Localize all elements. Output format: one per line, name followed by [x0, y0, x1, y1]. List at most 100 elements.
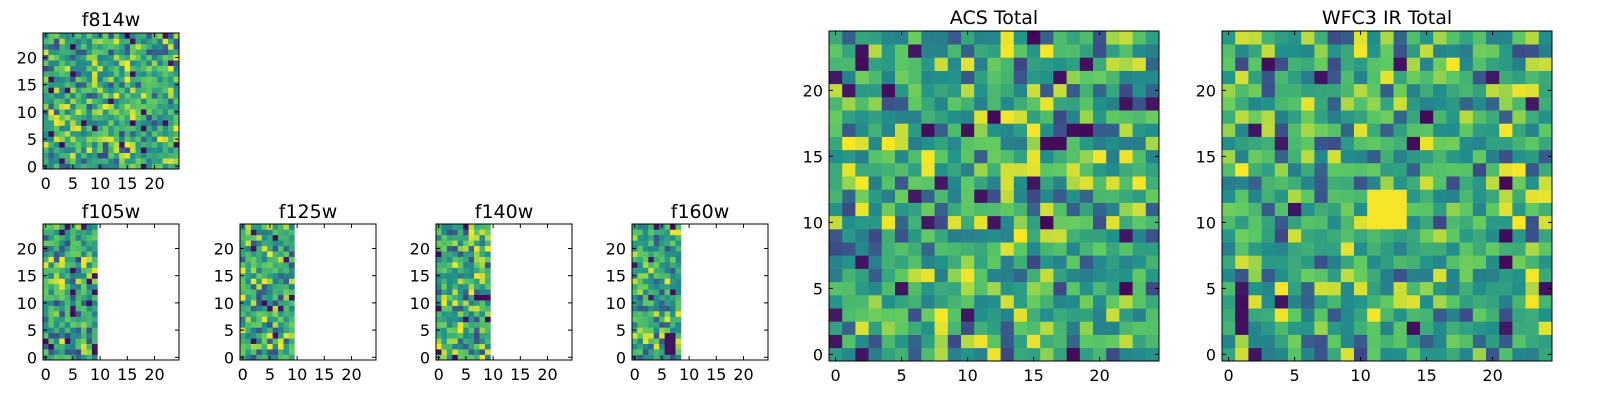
heatmap-cell — [1393, 110, 1408, 124]
heatmap-cell — [632, 234, 638, 241]
heatmap-cell — [43, 321, 49, 328]
heatmap-cell — [53, 147, 60, 153]
heatmap-cell — [675, 267, 682, 274]
heatmap-cell — [1288, 215, 1302, 230]
heatmap-cell — [151, 130, 158, 137]
heatmap-cell — [881, 57, 896, 71]
heatmap-cell — [881, 163, 896, 177]
heatmap-cell — [81, 251, 87, 257]
heatmap-cell — [1406, 268, 1421, 283]
heatmap-cell — [97, 76, 104, 83]
heatmap-cell — [484, 338, 491, 344]
heatmap-cell — [648, 251, 655, 257]
heatmap-cell — [1222, 347, 1236, 362]
heatmap-cell — [1288, 321, 1302, 335]
heatmap-cell — [108, 141, 115, 148]
heatmap-cell — [173, 87, 180, 94]
heatmap-cell — [48, 349, 55, 355]
heatmap-cell — [81, 321, 87, 328]
heatmap-cell — [474, 224, 480, 230]
heatmap-cell — [1301, 57, 1315, 71]
heatmap-cell — [961, 215, 975, 230]
heatmap-cell — [288, 272, 295, 279]
heatmap-cell — [1235, 163, 1249, 177]
heatmap-cell — [70, 87, 76, 94]
heatmap-cell — [43, 71, 49, 77]
heatmap-cell — [457, 327, 464, 334]
heatmap-cell — [1340, 281, 1355, 296]
heatmap-cell — [1079, 70, 1094, 85]
heatmap-cell — [642, 349, 649, 355]
heatmap-cell — [934, 321, 949, 335]
heatmap-cell — [1472, 202, 1487, 217]
heatmap-cell — [119, 120, 125, 126]
heatmap-cell — [1093, 83, 1107, 98]
heatmap-cell — [119, 87, 125, 94]
heatmap-cell — [1027, 176, 1041, 190]
heatmap-cell — [463, 327, 469, 334]
heatmap-cell — [670, 316, 676, 323]
heatmap-cell — [146, 43, 153, 50]
heatmap-cell — [1499, 281, 1513, 296]
heatmap-cell — [108, 71, 115, 77]
heatmap-cell — [140, 38, 147, 45]
heatmap-cell — [479, 321, 486, 328]
heatmap-cell — [1406, 97, 1421, 111]
heatmap-cell — [86, 240, 93, 247]
heatmap-cell — [146, 136, 153, 143]
heatmap-cell — [1066, 347, 1081, 362]
heatmap-cell — [113, 38, 120, 45]
heatmap-cell — [135, 109, 142, 115]
heatmap-cell — [1040, 136, 1054, 151]
heatmap-cell — [474, 354, 480, 361]
heatmap-cell — [97, 43, 104, 50]
heatmap-cell — [1525, 70, 1540, 85]
heatmap-cell — [648, 283, 655, 290]
heatmap-cell — [53, 240, 60, 247]
heatmap-cell — [670, 229, 676, 236]
heatmap-cell — [974, 347, 988, 362]
x-tick-label: 5 — [1290, 366, 1300, 385]
heatmap-cell — [1327, 176, 1342, 190]
heatmap-cell — [162, 130, 169, 137]
heatmap-cell — [868, 347, 883, 362]
heatmap-cell — [53, 316, 60, 323]
heatmap-cell — [261, 234, 268, 241]
heatmap-cell — [1261, 321, 1276, 335]
heatmap-cell — [1066, 136, 1081, 151]
heatmap-cell — [842, 176, 856, 190]
x-tick-label: 5 — [461, 365, 471, 384]
heatmap-cell — [1106, 229, 1120, 243]
heatmap-cell — [664, 294, 671, 301]
heatmap-cell — [91, 98, 98, 105]
heatmap-cell — [670, 251, 676, 257]
heatmap-cell — [151, 98, 158, 105]
heatmap-cell — [463, 305, 469, 312]
heatmap-cell — [1106, 110, 1120, 124]
heatmap-cell — [53, 267, 60, 274]
heatmap-cell — [256, 278, 263, 285]
heatmap-cell — [108, 87, 115, 94]
heatmap-cell — [1446, 149, 1460, 164]
heatmap-cell — [484, 278, 491, 285]
heatmap-cell — [119, 147, 125, 153]
heatmap-cell — [664, 300, 671, 306]
heatmap-cell — [1512, 44, 1526, 58]
heatmap-cell — [1119, 70, 1133, 85]
heatmap-cell — [632, 262, 638, 268]
heatmap-cell — [659, 311, 665, 317]
heatmap-cell — [64, 65, 71, 72]
subplot-title: f125w — [279, 201, 338, 223]
heatmap-cell — [479, 327, 486, 334]
heatmap-cell — [961, 163, 975, 177]
heatmap-cell — [1288, 202, 1302, 217]
heatmap-cell — [1406, 123, 1421, 137]
heatmap-cell — [670, 343, 676, 350]
heatmap-cell — [855, 110, 869, 124]
heatmap-cell — [119, 65, 125, 72]
heatmap-cell — [1000, 176, 1015, 190]
heatmap-cell — [1512, 123, 1526, 137]
heatmap-cell — [637, 240, 644, 247]
heatmap-cell — [261, 354, 268, 361]
heatmap-cell — [947, 215, 962, 230]
